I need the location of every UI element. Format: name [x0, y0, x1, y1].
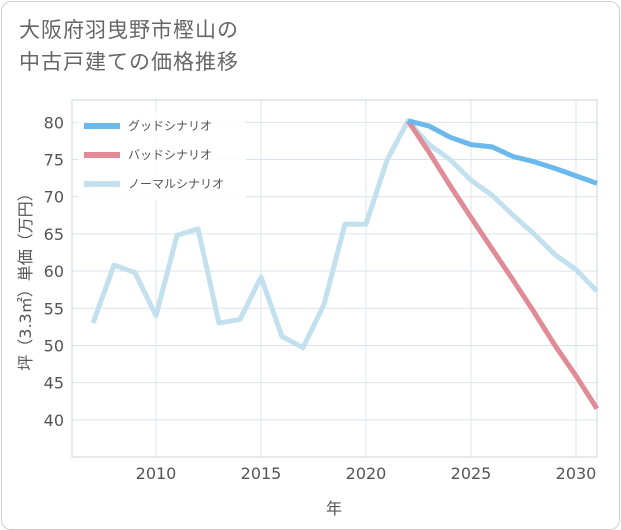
- legend-label-2: ノーマルシナリオ: [128, 177, 224, 191]
- chart-title-line1: 大阪府羽曳野市樫山の: [19, 18, 239, 42]
- x-tick-label: 2030: [556, 464, 597, 483]
- series-line-1: [405, 119, 600, 411]
- x-tick-label: 2010: [136, 464, 177, 483]
- y-axis-label: 坪（3.3㎡）単価（万円）: [16, 185, 35, 370]
- y-tick-label: 75: [44, 151, 64, 170]
- y-tick-label: 55: [44, 299, 64, 318]
- x-tick-label: 2025: [451, 464, 492, 483]
- y-tick-label: 50: [44, 336, 64, 355]
- y-tick-label: 60: [44, 262, 64, 281]
- y-tick-label: 70: [44, 188, 64, 207]
- y-axis-ticks: 40 45 50 55 60 65 70 75 80: [44, 113, 64, 430]
- plot-area-frame: [71, 99, 598, 458]
- legend-label-0: グッドシナリオ: [128, 119, 212, 133]
- y-tick-label: 45: [44, 374, 64, 393]
- series-line-0: [407, 118, 598, 186]
- series-layer: [90, 118, 600, 411]
- x-axis-ticks: 2010 2015 2020 2025 2030: [136, 464, 597, 483]
- x-tick-label: 2015: [241, 464, 282, 483]
- y-tick-label: 40: [44, 411, 64, 430]
- x-axis-label: 年: [326, 499, 342, 518]
- legend-label-1: バッドシナリオ: [128, 148, 212, 162]
- chart-title-line2: 中古戸建ての価格推移: [19, 50, 239, 74]
- y-tick-label: 80: [44, 113, 64, 132]
- x-tick-label: 2020: [346, 464, 387, 483]
- y-tick-label: 65: [44, 225, 64, 244]
- chart-title: 大阪府羽曳野市樫山の 中古戸建ての価格推移: [19, 14, 419, 78]
- series-line-2: [90, 118, 599, 351]
